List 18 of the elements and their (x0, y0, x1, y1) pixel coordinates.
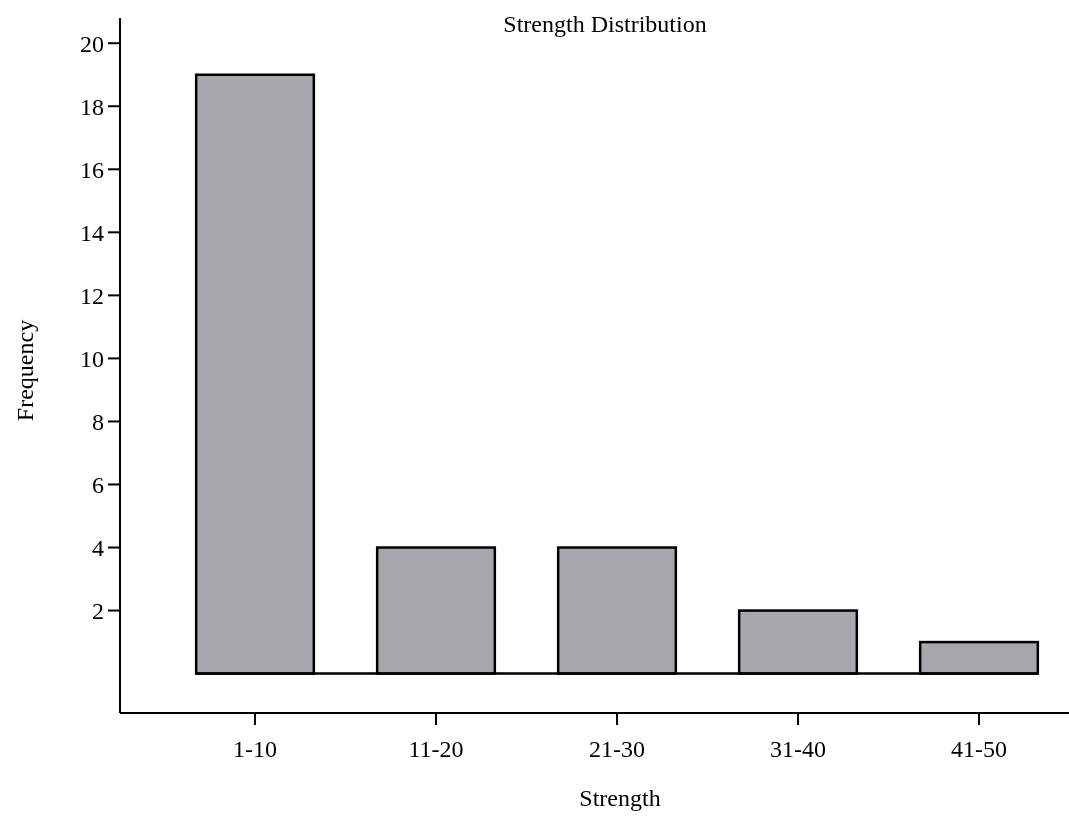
y-tick-label: 2 (92, 597, 104, 624)
x-tick-label: 31-40 (770, 736, 826, 762)
x-tick-label: 11-20 (408, 736, 464, 762)
y-tick-label: 10 (80, 345, 104, 372)
x-tick-label: 1-10 (233, 736, 277, 762)
x-axis-title: Strength (579, 785, 661, 811)
x-tick-label: 41-50 (951, 736, 1007, 762)
x-tick-label: 21-30 (589, 736, 645, 762)
chart-title: Strength Distribution (503, 11, 707, 37)
y-tick-label: 6 (92, 471, 104, 498)
y-axis-title: Frequency (12, 319, 38, 422)
y-tick-label: 16 (80, 156, 104, 183)
y-tick-label: 18 (80, 93, 104, 120)
y-tick-label: 8 (92, 408, 104, 435)
y-tick-label: 12 (80, 282, 104, 309)
y-tick-label: 4 (92, 534, 104, 561)
y-tick-label: 20 (80, 30, 104, 57)
y-tick-label: 14 (80, 219, 104, 246)
